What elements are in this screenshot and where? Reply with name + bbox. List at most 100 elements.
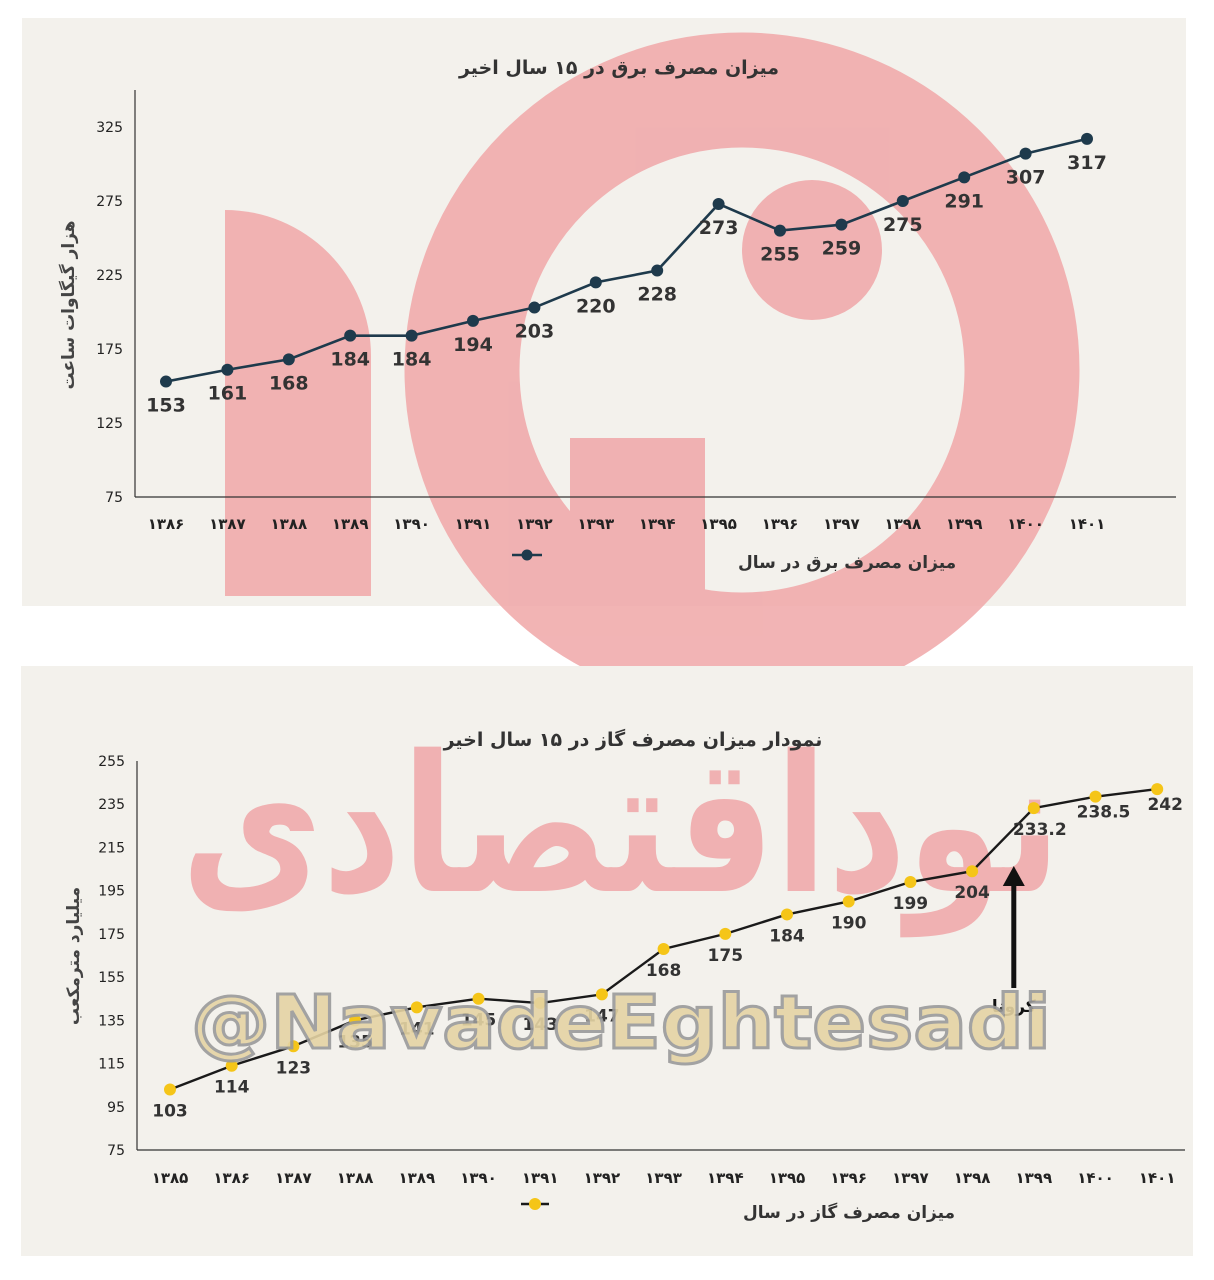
x-tick-label: ۱۳۸۸ (337, 1169, 374, 1187)
data-point (595, 988, 608, 1001)
y-tick-label: 325 (96, 120, 123, 136)
y-tick-label: 225 (96, 268, 123, 284)
x-tick-label: ۱۳۹۳ (645, 1169, 682, 1187)
x-tick-label: ۱۳۸۵ (152, 1169, 189, 1187)
gas-chart-panel: نوداقتصادی نمودار میزان مصرف گاز در ۱۵ س… (21, 666, 1193, 1256)
data-point (410, 1001, 423, 1014)
electricity-series-line (165, 137, 1088, 383)
x-tick-label: ۱۳۹۴ (639, 515, 676, 533)
y-tick-label: 175 (98, 927, 125, 943)
data-point (896, 195, 909, 207)
data-label: 145 (461, 1011, 497, 1031)
x-tick-label: ۱۳۸۶ (213, 1169, 250, 1187)
data-point (1081, 132, 1093, 145)
brand-text-watermark: نوداقتصادی (181, 715, 1061, 938)
electricity-legend-label: میزان مصرف برق در سال (738, 553, 956, 573)
data-label: 103 (152, 1101, 188, 1121)
data-point (472, 992, 485, 1005)
x-tick-label: ۱۳۹۶ (830, 1169, 867, 1187)
y-tick-label: 215 (98, 840, 125, 856)
data-point (225, 1059, 238, 1072)
data-point (781, 908, 793, 921)
data-point (774, 224, 786, 237)
x-tick-label: ۱۳۹۵ (769, 1169, 806, 1187)
electricity-series-points (160, 132, 1093, 388)
y-tick-label: 75 (107, 1143, 125, 1159)
x-tick-label: ۱۳۹۶ (762, 515, 799, 533)
data-point (534, 997, 547, 1010)
data-label: 141 (399, 1019, 435, 1039)
data-label: 259 (822, 238, 862, 260)
data-point (958, 171, 971, 184)
data-label: 184 (769, 926, 805, 946)
electricity-chart-svg: میزان مصرف برق در ۱۵ سال اخیر هزار گیگاو… (58, 32, 1176, 708)
data-label: 161 (208, 383, 248, 405)
x-tick-label: ۱۳۸۷ (275, 1169, 312, 1187)
data-point (1027, 802, 1040, 815)
corona-annotation: کرونا (992, 866, 1036, 1017)
data-label: 123 (276, 1058, 312, 1078)
x-tick-label: ۱۳۹۲ (516, 515, 553, 533)
x-tick-label: ۱۴۰۰ (1007, 515, 1044, 533)
x-tick-label: ۱۳۹۰ (460, 1169, 497, 1187)
data-label: 220 (576, 295, 616, 317)
x-tick-label: ۱۴۰۱ (1069, 515, 1106, 533)
x-tick-label: ۱۳۹۳ (577, 515, 614, 533)
data-label: 317 (1067, 152, 1107, 174)
x-tick-label: ۱۳۹۰ (393, 515, 430, 533)
x-tick-label: ۱۳۹۴ (707, 1169, 744, 1187)
data-label: 135 (337, 1032, 373, 1052)
data-label: 194 (453, 334, 493, 356)
data-point (1019, 147, 1032, 160)
data-label: 184 (392, 349, 432, 371)
gas-data-labels: 103 114 123 135 141 145 143 147 168 175 184 190 199 2… (152, 795, 1183, 1121)
electricity-legend-marker (521, 549, 533, 561)
data-point (904, 876, 917, 889)
data-label: 228 (637, 284, 677, 306)
data-label: 238.5 (1077, 803, 1131, 823)
gas-legend-label: میزان مصرف گاز در سال (743, 1202, 955, 1223)
y-tick-label: 135 (98, 1013, 125, 1029)
x-tick-label: ۱۳۹۵ (700, 515, 737, 533)
data-label: 273 (699, 217, 739, 239)
gas-x-ticks: ۱۳۸۵ ۱۳۸۶ ۱۳۸۷ ۱۳۸۸ ۱۳۸۹ ۱۳۹۰ ۱۳۹۱ ۱۳۹۲ ۱۳۹۳ ۱۳۹۴… (152, 1169, 1176, 1187)
electricity-chart-panel: میزان مصرف برق در ۱۵ سال اخیر هزار گیگاو… (22, 18, 1186, 708)
data-point (221, 363, 234, 376)
gas-y-ticks: 75 95 115 135 155 175 195 215 235 255 (98, 754, 125, 1159)
y-tick-label: 155 (98, 970, 125, 986)
y-tick-label: 125 (96, 416, 123, 432)
data-point (467, 314, 479, 327)
x-tick-label: ۱۴۰۱ (1139, 1169, 1176, 1187)
x-tick-label: ۱۳۸۶ (148, 515, 185, 533)
data-point (712, 197, 725, 210)
corona-arrowhead (1002, 866, 1025, 886)
data-label: 204 (954, 883, 990, 903)
data-label: 291 (944, 190, 984, 212)
data-label: 114 (214, 1078, 250, 1098)
data-point (835, 218, 848, 231)
corona-label: کرونا (992, 997, 1036, 1017)
x-tick-label: ۱۴۰۰ (1077, 1169, 1114, 1187)
data-label: 255 (760, 244, 800, 266)
electricity-chart-title: میزان مصرف برق در ۱۵ سال اخیر (458, 57, 779, 79)
data-point (651, 264, 664, 277)
data-point (842, 895, 855, 908)
data-point (589, 276, 602, 289)
data-label: 203 (515, 321, 555, 343)
y-tick-label: 175 (96, 342, 123, 358)
electricity-x-ticks: ۱۳۸۶ ۱۳۸۷ ۱۳۸۸ ۱۳۸۹ ۱۳۹۰ ۱۳۹۱ ۱۳۹۲ ۱۳۹۳ ۱۳۹۴ ۱۳۹۵… (148, 515, 1106, 533)
x-tick-label: ۱۳۹۲ (584, 1169, 621, 1187)
data-label: 168 (269, 372, 309, 394)
y-tick-label: 95 (107, 1100, 125, 1116)
data-label: 307 (1006, 167, 1046, 189)
gas-y-axis-title: میلیارد مترمکعب (64, 887, 84, 1025)
x-tick-label: ۱۳۹۷ (823, 515, 860, 533)
data-label: 175 (708, 946, 744, 966)
x-tick-label: ۱۳۹۹ (1015, 1169, 1052, 1187)
y-tick-label: 235 (98, 797, 125, 813)
y-tick-label: 255 (98, 754, 125, 770)
x-tick-label: ۱۳۸۷ (209, 515, 246, 533)
data-point (160, 375, 172, 388)
data-label: 199 (893, 894, 929, 914)
data-label: 242 (1147, 795, 1183, 815)
